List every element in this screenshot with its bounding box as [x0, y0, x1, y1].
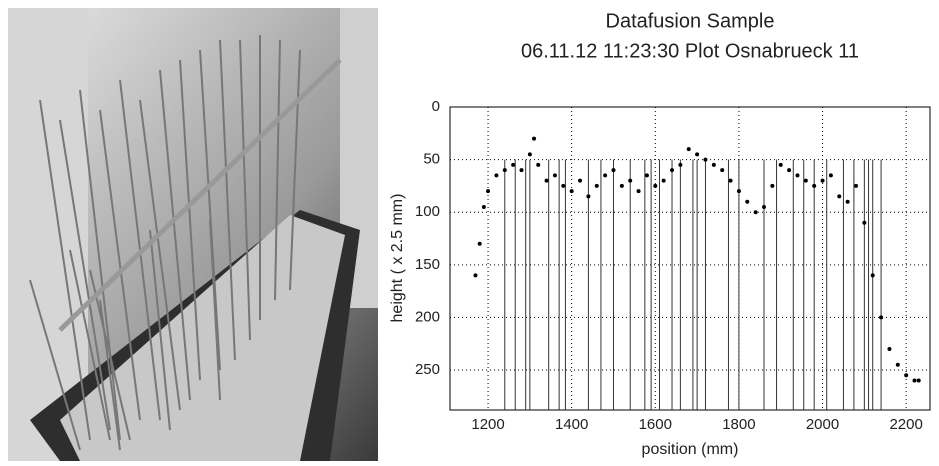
point: [720, 168, 725, 173]
point: [803, 178, 808, 183]
point: [904, 373, 909, 378]
y-tick-label: 0: [432, 98, 440, 115]
point: [481, 204, 486, 209]
point: [578, 178, 583, 183]
point: [695, 152, 700, 157]
x-tick-label: 2000: [806, 416, 839, 433]
point: [887, 346, 892, 351]
point: [837, 194, 842, 199]
point: [544, 178, 549, 183]
y-tick-label: 50: [423, 151, 440, 168]
point: [594, 183, 599, 188]
point: [828, 173, 833, 178]
point: [502, 168, 507, 173]
point: [912, 378, 917, 383]
point: [628, 178, 633, 183]
point: [762, 204, 767, 209]
point: [661, 178, 666, 183]
y-tick-label: 200: [415, 308, 440, 325]
point: [586, 194, 591, 199]
point: [787, 168, 792, 173]
point: [728, 178, 733, 183]
point: [686, 147, 691, 152]
x-tick-label: 1800: [722, 416, 755, 433]
point: [473, 273, 478, 278]
plot-frame: [449, 106, 931, 411]
point: [745, 199, 750, 204]
point: [486, 189, 491, 194]
point: [770, 183, 775, 188]
x-tick-label: 1200: [471, 416, 504, 433]
point: [870, 273, 875, 278]
point: [536, 162, 541, 167]
y-tick-label: 250: [415, 361, 440, 378]
y-tick-label: 100: [415, 203, 440, 220]
point: [678, 162, 683, 167]
point: [895, 362, 900, 367]
y-axis-label: height ( x 2.5 mm): [389, 194, 406, 323]
point: [862, 220, 867, 225]
point: [569, 189, 574, 194]
point: [611, 168, 616, 173]
point: [853, 183, 858, 188]
x-tick-label: 1400: [555, 416, 588, 433]
point: [753, 210, 758, 215]
y-tick-label: 150: [415, 256, 440, 273]
point: [494, 173, 499, 178]
point: [527, 152, 532, 157]
point: [636, 189, 641, 194]
point: [532, 136, 537, 141]
point: [812, 183, 817, 188]
point: [619, 183, 624, 188]
x-tick-label: 2200: [889, 416, 922, 433]
x-axis-label: position (mm): [642, 441, 739, 458]
point: [879, 315, 884, 320]
point: [477, 241, 482, 246]
chart-title: Datafusion Sample: [606, 10, 775, 32]
point: [561, 183, 566, 188]
point: [653, 183, 658, 188]
point: [736, 189, 741, 194]
point: [519, 168, 524, 173]
point: [820, 178, 825, 183]
point: [703, 157, 708, 162]
point: [711, 162, 716, 167]
point: [603, 173, 608, 178]
point: [916, 378, 921, 383]
point: [552, 173, 557, 178]
photo: [8, 8, 378, 461]
point: [795, 173, 800, 178]
chart-subtitle: 06.11.12 11:23:30 Plot Osnabrueck 11: [521, 40, 859, 62]
point: [644, 173, 649, 178]
point: [778, 162, 783, 167]
point: [670, 168, 675, 173]
point: [511, 162, 516, 167]
x-tick-label: 1600: [639, 416, 672, 433]
point: [845, 199, 850, 204]
